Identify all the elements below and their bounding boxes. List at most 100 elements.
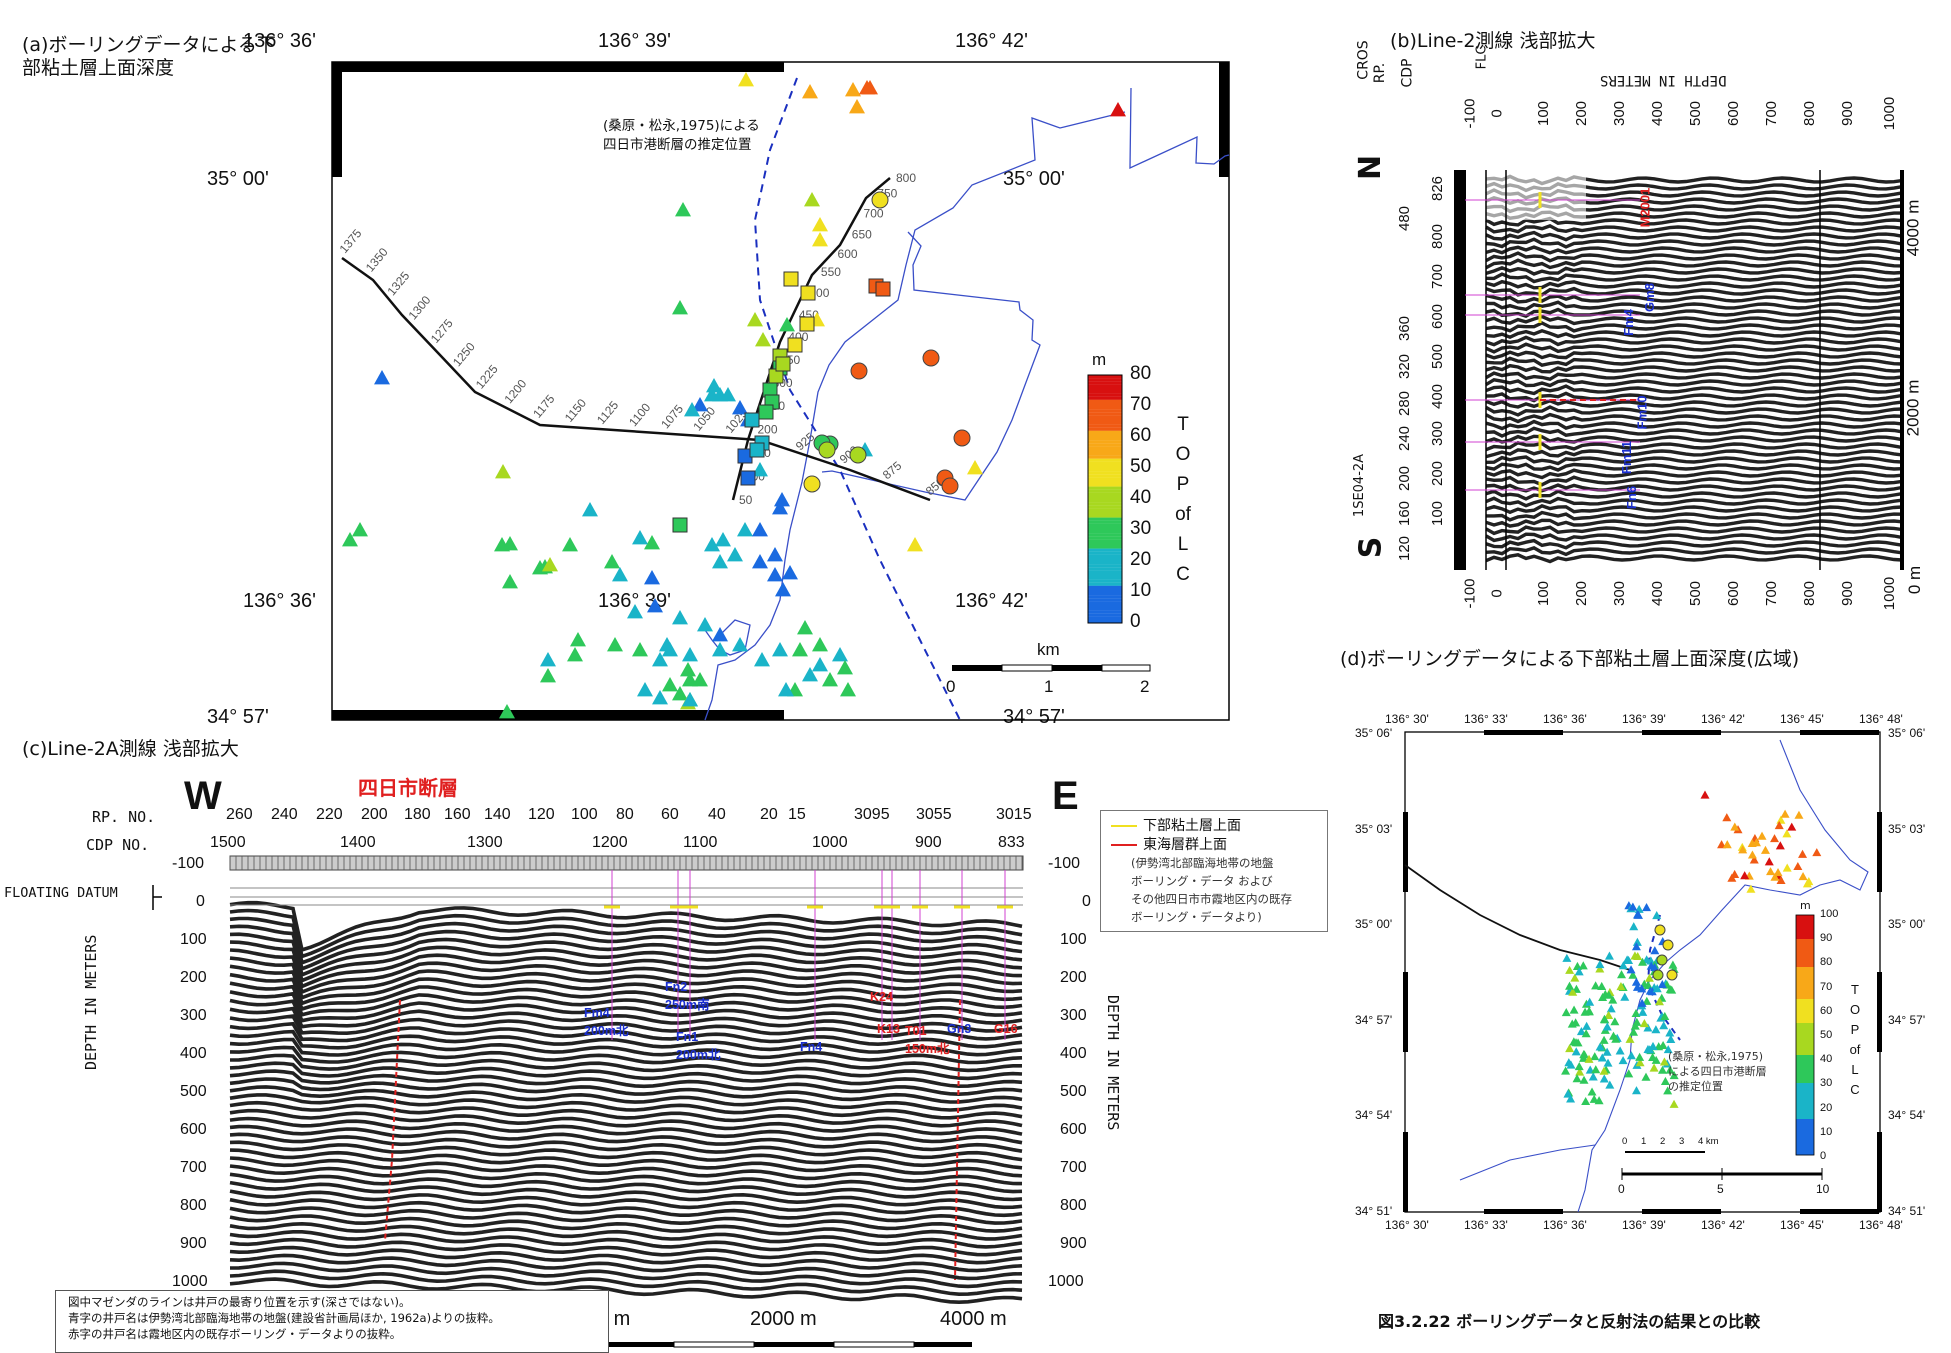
c-seismic-trace bbox=[229, 998, 1023, 1025]
b-seismic-trace bbox=[1485, 419, 1903, 431]
c-well-label: Gn3 bbox=[947, 1022, 972, 1036]
a-colorbar-tick: 80 bbox=[1130, 363, 1152, 384]
d-borehole-triangle bbox=[1780, 809, 1790, 818]
d-borehole-triangle bbox=[1569, 1005, 1579, 1014]
colorbar-step bbox=[1088, 381, 1122, 385]
c-cdp-tick: 900 bbox=[915, 834, 942, 851]
d-borehole-triangle bbox=[1616, 981, 1626, 991]
d-borehole-triangle bbox=[1798, 871, 1808, 881]
colorbar-step bbox=[1088, 613, 1122, 617]
a-cdp-label-right: 600 bbox=[838, 247, 858, 261]
borehole-circle bbox=[941, 477, 959, 495]
c-seismic-trace bbox=[229, 1277, 1023, 1305]
borehole-triangle bbox=[767, 547, 783, 562]
borehole-square bbox=[783, 271, 799, 287]
colorbar-step bbox=[1796, 1091, 1814, 1096]
b-seismic-trace bbox=[1485, 384, 1903, 396]
panel-b-title: (b)Line-2測線 浅部拡大 bbox=[1390, 30, 1596, 52]
d-borehole-triangle bbox=[1659, 1021, 1669, 1030]
c-rp-tick: 20 bbox=[760, 806, 778, 823]
c-seismic-trace bbox=[229, 1045, 1022, 1073]
b-seismic-trace bbox=[1485, 532, 1903, 543]
borehole-triangle bbox=[352, 522, 368, 537]
colorbar-step bbox=[1796, 1079, 1814, 1084]
b-seismic-trace bbox=[1485, 321, 1903, 333]
d-borehole-triangle bbox=[1665, 1028, 1675, 1037]
borehole-square bbox=[740, 470, 756, 486]
a-coastline bbox=[1129, 87, 1230, 170]
colorbar-step bbox=[1088, 502, 1122, 506]
d-lon-label-bottom: 136° 36' bbox=[1543, 1218, 1587, 1232]
d-borehole-triangle bbox=[1631, 977, 1641, 986]
d-borehole-triangle bbox=[1751, 838, 1761, 847]
d-borehole-triangle bbox=[1738, 845, 1748, 854]
d-lon-label-bottom: 136° 42' bbox=[1701, 1218, 1745, 1232]
b-seismic-trace bbox=[1485, 230, 1903, 242]
a-scale-bar bbox=[952, 664, 1151, 672]
a-colorbar-tick: 0 bbox=[1130, 611, 1141, 632]
colorbar-step bbox=[1796, 967, 1814, 972]
colorbar-step bbox=[1088, 468, 1122, 472]
d-lon-label-bottom: 136° 33' bbox=[1464, 1218, 1508, 1232]
borehole-triangle bbox=[812, 637, 828, 652]
c-seismic-trace bbox=[229, 1148, 1023, 1178]
colorbar-step bbox=[1088, 396, 1122, 400]
c-dist-scale bbox=[594, 1341, 972, 1348]
c-dist-2000: 2000 m bbox=[750, 1308, 817, 1330]
colorbar-step bbox=[1796, 1027, 1814, 1032]
colorbar-step bbox=[1088, 573, 1122, 577]
d-borehole-triangle bbox=[1566, 1094, 1576, 1103]
c-depth-tick-right: 1000 bbox=[1048, 1273, 1084, 1290]
d-lat-label-left: 35° 00' bbox=[1355, 917, 1393, 931]
borehole-circle bbox=[849, 446, 867, 464]
c-seismic-trace bbox=[229, 956, 1023, 995]
borehole-circle bbox=[1654, 924, 1666, 936]
d-colorbar-tick: 50 bbox=[1820, 1029, 1833, 1041]
borehole-triangle bbox=[712, 554, 728, 569]
d-borehole-triangle bbox=[1563, 1089, 1573, 1098]
c-rp-tick: 40 bbox=[708, 806, 726, 823]
d-borehole-triangle bbox=[1604, 1010, 1614, 1019]
d-borehole-triangle bbox=[1641, 1072, 1651, 1081]
colorbar-step bbox=[1088, 588, 1122, 593]
c-depth-tick-left: 600 bbox=[180, 1121, 207, 1138]
d-borehole-triangle bbox=[1722, 840, 1732, 849]
c-legend-note: (伊勢湾北部臨海地帯の地盤 ボーリング・データ および その他四日市市霞地区内の… bbox=[1131, 856, 1292, 924]
d-borehole-triangle bbox=[1700, 790, 1710, 799]
c-seismic-trace bbox=[229, 1093, 1023, 1120]
borehole-circle bbox=[803, 475, 821, 493]
d-borehole-triangle bbox=[1639, 1019, 1649, 1028]
d-colorbar-tick: 30 bbox=[1820, 1077, 1833, 1090]
b-seismic-trace bbox=[1485, 237, 1903, 249]
c-legend-box: 下部粘土層上面 東海層群上面 (伊勢湾北部臨海地帯の地盤 ボーリング・データ お… bbox=[1100, 810, 1328, 932]
d-borehole-triangle bbox=[1648, 1041, 1658, 1051]
c-legend-swatch-tokai bbox=[1111, 844, 1137, 846]
c-seismic-trace bbox=[229, 1037, 1023, 1065]
colorbar-step bbox=[1088, 393, 1122, 397]
a-frame-band-left bbox=[332, 62, 342, 177]
a-coastline-south bbox=[704, 619, 751, 656]
b-seismic-trace bbox=[1485, 483, 1903, 493]
borehole-triangle bbox=[570, 632, 586, 647]
d-borehole-triangle bbox=[1566, 1060, 1576, 1069]
colorbar-step bbox=[1088, 542, 1122, 546]
c-depth-tick-left: 700 bbox=[180, 1159, 207, 1176]
colorbar-step bbox=[1088, 520, 1122, 524]
borehole-triangle bbox=[812, 217, 828, 232]
colorbar-step bbox=[1088, 471, 1122, 475]
d-borehole-triangle bbox=[1647, 987, 1657, 996]
d-borehole-triangle bbox=[1605, 1080, 1615, 1089]
c-depth-tick-left: 0 bbox=[196, 893, 205, 910]
b-seismic-trace bbox=[1486, 510, 1903, 522]
colorbar-step bbox=[1088, 514, 1122, 518]
borehole-triangle bbox=[540, 668, 556, 683]
d-borehole-triangle bbox=[1650, 946, 1660, 955]
d-coastline-west bbox=[1459, 1144, 1596, 1181]
colorbar-step bbox=[1088, 489, 1122, 493]
colorbar-step bbox=[1796, 999, 1814, 1004]
b-seismic-trace bbox=[1485, 363, 1903, 374]
a-lat-label-4: 34° 57' bbox=[1003, 706, 1065, 728]
d-borehole-triangle bbox=[1561, 1008, 1571, 1017]
borehole-triangle bbox=[647, 598, 663, 613]
c-well-label: K24 bbox=[870, 990, 893, 1004]
